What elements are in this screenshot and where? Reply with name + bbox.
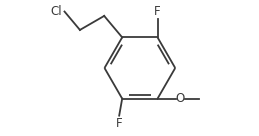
Text: F: F: [154, 5, 161, 18]
Text: Cl: Cl: [50, 5, 61, 18]
Text: F: F: [116, 117, 123, 130]
Text: O: O: [175, 92, 184, 105]
